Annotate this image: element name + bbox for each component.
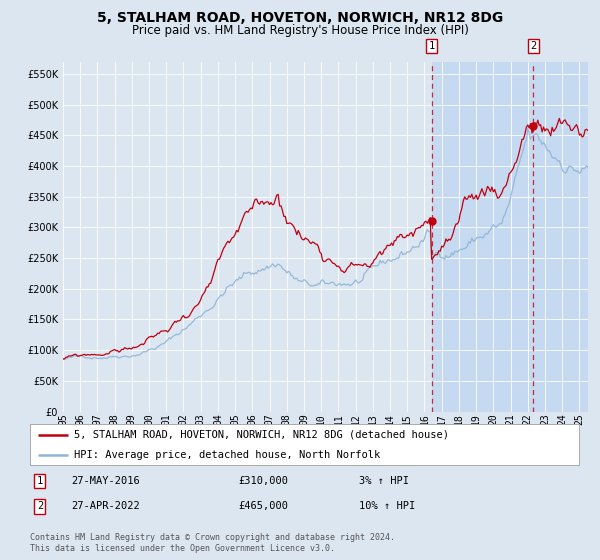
Text: 5, STALHAM ROAD, HOVETON, NORWICH, NR12 8DG: 5, STALHAM ROAD, HOVETON, NORWICH, NR12 … xyxy=(97,11,503,25)
Text: 3% ↑ HPI: 3% ↑ HPI xyxy=(359,476,409,486)
Bar xyxy=(431,62,588,412)
Text: HPI: Average price, detached house, North Norfolk: HPI: Average price, detached house, Nort… xyxy=(74,450,380,460)
Text: 27-APR-2022: 27-APR-2022 xyxy=(71,501,140,511)
Text: 10% ↑ HPI: 10% ↑ HPI xyxy=(359,501,416,511)
Text: 1: 1 xyxy=(428,41,434,51)
Text: 27-MAY-2016: 27-MAY-2016 xyxy=(71,476,140,486)
Text: Contains HM Land Registry data © Crown copyright and database right 2024.
This d: Contains HM Land Registry data © Crown c… xyxy=(30,533,395,553)
Text: £310,000: £310,000 xyxy=(239,476,289,486)
Text: 2: 2 xyxy=(530,41,536,51)
Text: 1: 1 xyxy=(37,476,43,486)
Text: 2: 2 xyxy=(37,501,43,511)
Text: Price paid vs. HM Land Registry's House Price Index (HPI): Price paid vs. HM Land Registry's House … xyxy=(131,24,469,36)
Text: 5, STALHAM ROAD, HOVETON, NORWICH, NR12 8DG (detached house): 5, STALHAM ROAD, HOVETON, NORWICH, NR12 … xyxy=(74,430,449,440)
Text: £465,000: £465,000 xyxy=(239,501,289,511)
